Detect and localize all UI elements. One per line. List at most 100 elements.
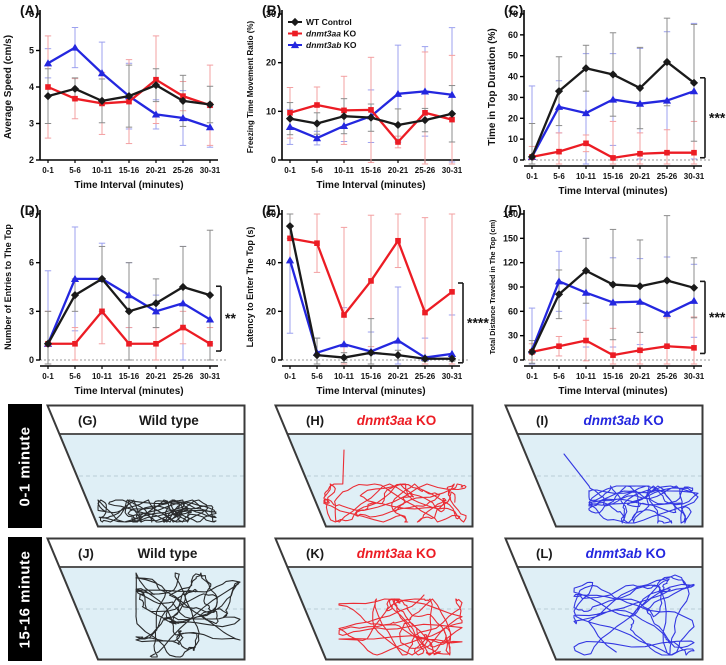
tank-G-wild-type: (G) Wild type — [46, 404, 246, 528]
svg-text:0: 0 — [271, 155, 276, 165]
svg-text:10-11: 10-11 — [576, 172, 597, 181]
svg-text:5-6: 5-6 — [311, 372, 323, 381]
svg-text:30-31: 30-31 — [200, 372, 221, 381]
svg-text:25-26: 25-26 — [657, 172, 678, 181]
svg-text:Time Interval (minutes): Time Interval (minutes) — [558, 186, 667, 197]
svg-text:****: **** — [467, 314, 489, 330]
svg-text:WT Control: WT Control — [306, 17, 352, 27]
svg-text:25-26: 25-26 — [657, 372, 678, 381]
svg-text:10: 10 — [266, 106, 276, 116]
panel-letter-E: (E) — [262, 202, 281, 218]
svg-text:60: 60 — [508, 30, 518, 40]
svg-text:20-21: 20-21 — [388, 166, 409, 175]
svg-text:20: 20 — [508, 113, 518, 123]
panel-letter-A: (A) — [20, 2, 40, 18]
svg-text:Time Interval (minutes): Time Interval (minutes) — [558, 386, 667, 397]
svg-text:15-16: 15-16 — [361, 372, 382, 381]
svg-text:dnmt3aa KO: dnmt3aa KO — [306, 29, 356, 39]
svg-text:30-31: 30-31 — [684, 172, 705, 181]
svg-text:0: 0 — [271, 355, 276, 365]
tank-letter: (J) — [78, 545, 94, 561]
svg-text:25-26: 25-26 — [415, 372, 436, 381]
svg-text:Time Interval (minutes): Time Interval (minutes) — [74, 180, 183, 191]
svg-text:15-16: 15-16 — [361, 166, 382, 175]
svg-text:25-26: 25-26 — [415, 166, 436, 175]
svg-text:0: 0 — [29, 355, 34, 365]
panel-A-average-speed: (A) 2 3 4 5 6 0-1 5-6 10-11 15-16 20-21 25-26 30-31… — [0, 0, 242, 199]
svg-text:3: 3 — [29, 306, 34, 316]
svg-text:Time in Top Duration (%): Time in Top Duration (%) — [487, 28, 498, 145]
svg-text:0: 0 — [513, 355, 518, 365]
svg-text:15-16: 15-16 — [119, 166, 140, 175]
svg-text:40: 40 — [508, 72, 518, 82]
svg-text:Average Speed (cm/s): Average Speed (cm/s) — [3, 35, 14, 139]
row-label-text: 0-1 minute — [16, 425, 34, 507]
tank-letter: (K) — [306, 545, 325, 561]
svg-text:10-11: 10-11 — [92, 372, 113, 381]
svg-text:40: 40 — [266, 258, 276, 268]
tank-title: dnmt3ab KO — [585, 545, 666, 561]
svg-text:20-21: 20-21 — [146, 372, 167, 381]
svg-text:20-21: 20-21 — [630, 172, 651, 181]
svg-text:150: 150 — [503, 233, 518, 243]
svg-text:3: 3 — [29, 119, 34, 129]
svg-text:5-6: 5-6 — [553, 172, 565, 181]
panel-letter-C: (C) — [504, 2, 524, 18]
svg-text:15-16: 15-16 — [603, 372, 624, 381]
tank-J-wild-type: (J) Wild type — [46, 537, 246, 661]
chart-entries-top: 0 3 6 9 0-1 5-6 10-11 15-16 20-21 25-26 30-31 ** Num… — [3, 209, 236, 397]
tank-letter: (L) — [536, 545, 553, 561]
tank-L-dnmt3ab: (L) dnmt3ab KO — [504, 537, 704, 661]
svg-text:0-1: 0-1 — [42, 372, 54, 381]
svg-text:5-6: 5-6 — [69, 372, 81, 381]
svg-text:**: ** — [225, 310, 236, 326]
tank-trace-svg — [274, 537, 474, 661]
svg-text:180: 180 — [503, 209, 518, 219]
panel-letter-B: (B) — [262, 2, 282, 18]
panel-E-latency-top: (E) 0 20 40 60 0-1 5-6 10-11 15-16 20-21 25-26 30-… — [242, 200, 489, 399]
chart-latency-top: 0 20 40 60 0-1 5-6 10-11 15-16 20-21 25-26 30-31 **… — [245, 209, 489, 397]
panel-F-distance-top: (F) 0 30 60 90 120 150 180 0-1 5-6 10-11 15-16 20-2… — [484, 200, 726, 399]
tank-letter: (G) — [78, 412, 97, 428]
svg-text:5-6: 5-6 — [311, 166, 323, 175]
svg-text:Time Interval (minutes): Time Interval (minutes) — [74, 386, 183, 397]
svg-text:90: 90 — [508, 282, 518, 292]
svg-text:10-11: 10-11 — [576, 372, 597, 381]
svg-text:5-6: 5-6 — [69, 166, 81, 175]
tank-trace-svg — [46, 537, 246, 661]
row-label-text: 15-16 minute — [16, 550, 34, 648]
row-label-0-1-minute: 0-1 minute — [8, 404, 42, 528]
chart-distance-top: 0 30 60 90 120 150 180 0-1 5-6 10-11 15-16 20-21 25-… — [488, 209, 726, 397]
svg-text:10-11: 10-11 — [92, 166, 113, 175]
svg-text:0-1: 0-1 — [42, 166, 54, 175]
tank-letter: (I) — [536, 412, 549, 428]
tank-letter: (H) — [306, 412, 325, 428]
svg-text:20-21: 20-21 — [146, 166, 167, 175]
svg-text:60: 60 — [508, 306, 518, 316]
tank-K-dnmt3aa: (K) dnmt3aa KO — [274, 537, 474, 661]
tank-title: Wild type — [137, 545, 198, 561]
svg-text:10-11: 10-11 — [334, 166, 355, 175]
svg-text:6: 6 — [29, 258, 34, 268]
svg-text:dnmt3ab KO: dnmt3ab KO — [306, 40, 357, 50]
svg-text:2: 2 — [29, 155, 34, 165]
svg-text:25-26: 25-26 — [173, 166, 194, 175]
svg-text:Freezing Time Movement Ratio (: Freezing Time Movement Ratio (%) — [246, 21, 255, 154]
svg-text:***: *** — [709, 309, 726, 325]
svg-text:Number of Entries to The Top: Number of Entries to The Top — [3, 224, 13, 350]
svg-text:120: 120 — [503, 258, 518, 268]
svg-text:0: 0 — [513, 155, 518, 165]
svg-text:0-1: 0-1 — [526, 372, 538, 381]
tank-title: dnmt3aa KO — [356, 412, 437, 428]
svg-text:6: 6 — [29, 9, 34, 19]
svg-text:0-1: 0-1 — [526, 172, 538, 181]
panel-D-entries-top: (D) 0 3 6 9 0-1 5-6 10-11 15-16 20-21 25-26 30-31 *… — [0, 200, 242, 399]
svg-text:30-31: 30-31 — [200, 166, 221, 175]
chart-time-in-top: 0 10 20 30 40 50 60 70 0-1 5-6 10-11 15-16 20-21 25-2… — [487, 9, 726, 197]
svg-text:20: 20 — [266, 306, 276, 316]
tank-I-dnmt3ab: (I) dnmt3ab KO — [504, 404, 704, 528]
tank-trace-svg — [504, 537, 704, 661]
svg-text:Total Distance Traveled in The: Total Distance Traveled in The Top (cm) — [488, 219, 497, 354]
svg-text:20: 20 — [266, 58, 276, 68]
tank-trace-svg — [504, 404, 704, 528]
